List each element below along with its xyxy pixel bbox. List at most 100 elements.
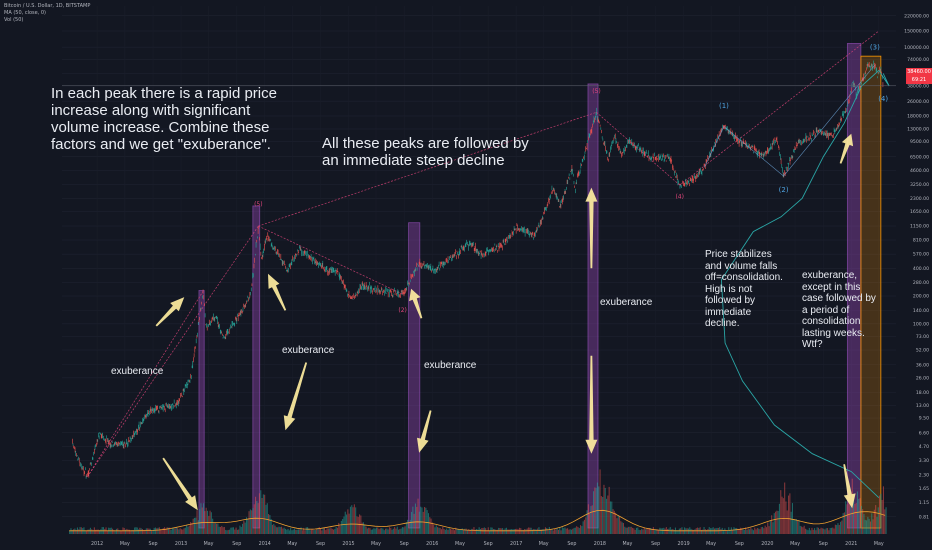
volume-bar bbox=[652, 527, 654, 534]
volume-bar bbox=[729, 529, 731, 534]
volume-bar bbox=[149, 528, 151, 534]
volume-bar bbox=[658, 529, 660, 534]
y-tick-label: 220000.00 bbox=[904, 13, 929, 19]
volume-bar bbox=[664, 528, 666, 534]
volume-bar bbox=[629, 526, 631, 534]
volume-bar bbox=[840, 521, 842, 534]
volume-bar bbox=[477, 529, 479, 534]
volume-bar bbox=[342, 519, 344, 534]
y-tick-label: 570.00 bbox=[913, 252, 929, 258]
volume-bar bbox=[738, 529, 740, 534]
volume-bar bbox=[174, 528, 176, 534]
volume-bar bbox=[459, 529, 461, 534]
volume-bar bbox=[95, 529, 97, 534]
volume-bar bbox=[646, 528, 648, 534]
volume-bar bbox=[405, 522, 407, 534]
volume-bar bbox=[751, 529, 753, 534]
volume-bar bbox=[177, 528, 179, 534]
volume-bar bbox=[526, 528, 528, 534]
volume-bar bbox=[335, 526, 337, 534]
volume-bar bbox=[229, 529, 231, 534]
volume-bar bbox=[240, 526, 242, 534]
volume-bar bbox=[854, 503, 856, 534]
volume-bar bbox=[517, 529, 519, 534]
volume-bar bbox=[585, 517, 587, 534]
x-tick-label: Sep bbox=[567, 541, 576, 547]
volume-bar bbox=[347, 509, 349, 534]
y-tick-label: 280.00 bbox=[913, 280, 929, 286]
volume-bar bbox=[465, 528, 467, 534]
volume-bar bbox=[461, 528, 463, 534]
x-tick-label: Sep bbox=[316, 541, 325, 547]
volume-bar bbox=[307, 527, 309, 534]
volume-bar bbox=[486, 530, 488, 534]
volume-bar bbox=[764, 525, 766, 534]
volume-bar bbox=[238, 529, 240, 534]
volume-bar bbox=[622, 523, 625, 534]
volume-bar bbox=[654, 530, 656, 534]
volume-bar bbox=[213, 522, 215, 534]
y-tick-label: 4.70 bbox=[919, 444, 929, 450]
volume-bar bbox=[814, 528, 816, 534]
volume-bar bbox=[603, 484, 605, 534]
volume-bar bbox=[375, 527, 378, 534]
legend-symbol[interactable]: Bitcoin / U.S. Dollar, 1D, BITSTAMP bbox=[4, 3, 91, 9]
volume-bar bbox=[87, 529, 89, 534]
volume-bar bbox=[841, 520, 843, 534]
y-tick-label: 13.00 bbox=[916, 403, 929, 409]
volume-bar bbox=[435, 525, 437, 534]
volume-bar bbox=[656, 529, 658, 534]
volume-bar bbox=[862, 509, 864, 534]
volume-bar bbox=[291, 530, 293, 534]
x-tick-label: 2012 bbox=[91, 541, 103, 547]
volume-bar bbox=[387, 529, 389, 534]
volume-bar bbox=[161, 530, 163, 534]
volume-bar bbox=[74, 528, 76, 534]
volume-bar bbox=[551, 529, 553, 534]
volume-bar bbox=[763, 528, 765, 534]
volume-bar bbox=[596, 482, 599, 534]
volume-bar bbox=[313, 529, 315, 534]
elliott-wave-path bbox=[704, 64, 876, 177]
volume-bar bbox=[706, 529, 708, 534]
volume-bar bbox=[607, 495, 609, 534]
legend-vol[interactable]: Vol (50) bbox=[4, 17, 24, 23]
volume-bar bbox=[594, 487, 596, 534]
trendline-0 bbox=[87, 225, 259, 477]
volume-bar bbox=[741, 528, 743, 534]
volume-bar bbox=[864, 519, 866, 534]
volume-bar bbox=[582, 521, 584, 534]
y-tick-label: 18000.00 bbox=[907, 113, 929, 119]
volume-bar bbox=[379, 528, 381, 534]
annotation-arrow-3 bbox=[283, 362, 308, 431]
annotation-arrow-2 bbox=[268, 273, 287, 311]
volume-bar bbox=[576, 526, 578, 534]
volume-bar bbox=[274, 525, 276, 534]
volume-bar bbox=[179, 528, 181, 534]
volume-bar bbox=[355, 507, 357, 534]
volume-bar bbox=[850, 506, 852, 534]
volume-bar bbox=[827, 528, 829, 534]
volume-bar bbox=[547, 529, 549, 534]
x-tick-label: Sep bbox=[651, 541, 660, 547]
volume-bar bbox=[183, 528, 185, 534]
volume-bar bbox=[807, 530, 809, 534]
volume-bar bbox=[78, 529, 80, 534]
volume-bar bbox=[802, 527, 804, 534]
volume-bar bbox=[691, 529, 693, 534]
volume-bar bbox=[148, 528, 150, 534]
volume-bar bbox=[791, 503, 794, 534]
volume-bar bbox=[469, 530, 471, 534]
volume-bar bbox=[833, 528, 835, 534]
volume-bar bbox=[507, 529, 509, 534]
volume-bar bbox=[617, 515, 619, 534]
volume-bar bbox=[157, 527, 159, 534]
volume-bar bbox=[247, 519, 249, 534]
legend-ma[interactable]: MA (50, close, 0) bbox=[4, 10, 47, 16]
volume-bar bbox=[309, 530, 311, 534]
volume-bar bbox=[608, 486, 610, 534]
volume-bar bbox=[193, 517, 196, 534]
volume-bar bbox=[374, 528, 376, 534]
volume-bar bbox=[154, 527, 157, 534]
volume-bar bbox=[434, 527, 436, 534]
